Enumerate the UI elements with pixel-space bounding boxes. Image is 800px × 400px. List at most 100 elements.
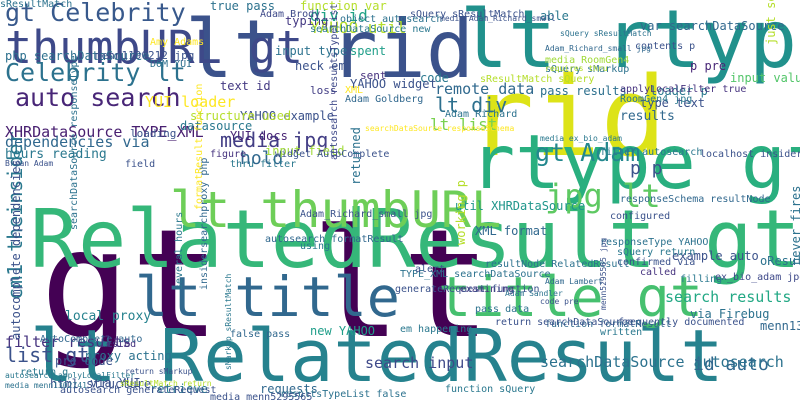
- cloud-word: new YAHOO: [310, 324, 376, 338]
- cloud-word: Adam_Richard_small jpg: [300, 209, 433, 220]
- cloud-word: YAHOO example: [240, 109, 334, 123]
- cloud-word: local proxy: [65, 309, 152, 324]
- cloud-word: proxy acting: [85, 349, 172, 363]
- cloud-word: function sQuery: [445, 384, 536, 395]
- cloud-word: input field: [265, 144, 345, 158]
- cloud-word: resultsTypeList false: [280, 389, 407, 400]
- cloud-word: sQuery sResultMatch: [560, 29, 652, 38]
- cloud-word: able: [540, 9, 569, 23]
- cloud-word: search results: [665, 288, 792, 306]
- cloud-word: menn5295565 jpg: [599, 237, 608, 310]
- cloud-word: searchDataSource new: [310, 24, 431, 35]
- cloud-word: media ex_bio_adam: [540, 134, 622, 143]
- cloud-word: p p: [630, 158, 663, 179]
- cloud-word: widget AutoComplete: [275, 149, 390, 160]
- cloud-word: results: [620, 109, 675, 124]
- cloud-word: Adam Goldberg: [345, 94, 424, 105]
- cloud-word: return searchDataSource: [495, 317, 634, 328]
- cloud-word: input type: [275, 44, 348, 58]
- cloud-word: filter autosearch: [600, 147, 703, 158]
- cloud-word: lt title: [135, 265, 400, 329]
- cloud-word: datasource: [180, 119, 253, 133]
- cloud-word: gt Adam: [535, 138, 641, 167]
- cloud-word: YAHOO widget: [350, 77, 437, 91]
- cloud-word: Adam_Richard_small jpg: [545, 44, 651, 53]
- cloud-word: sQuery sMarkup: [545, 64, 630, 75]
- cloud-word: Adam Richard: [445, 109, 518, 120]
- cloud-word: searchDataSource responseType: [69, 55, 80, 230]
- cloud-word: menn1302761 jpg: [760, 319, 800, 333]
- cloud-word: RoomGen4 jpg: [620, 94, 693, 105]
- cloud-word: html structure: [50, 377, 152, 391]
- cloud-word: media Adam_Richard_small: [440, 14, 556, 23]
- cloud-word: Bryan Adam: [5, 159, 54, 168]
- cloud-word: sResultMatch return: [120, 379, 212, 388]
- cloud-word: applyLocalFilter true: [620, 84, 747, 95]
- cloud-word: YUI docs: [230, 129, 288, 143]
- cloud-word: remote data: [435, 80, 535, 98]
- cloud-word: type text: [640, 96, 706, 110]
- cloud-word: media RoomGen4: [545, 55, 630, 66]
- cloud-word: sQuery sResultMatch: [410, 9, 525, 20]
- cloud-word: field: [125, 159, 156, 170]
- cloud-word: media menn1302741: [5, 381, 87, 390]
- cloud-word: searchDataSource responseSchema: [365, 124, 515, 133]
- cloud-word: retrieve: [150, 382, 208, 396]
- cloud-word: resultNode RelatedResult: [485, 259, 630, 270]
- cloud-word: figure: [210, 149, 247, 160]
- cloud-word: sent: [360, 69, 387, 82]
- cloud-word: return q: [20, 367, 69, 378]
- cloud-word: working p: [454, 179, 468, 245]
- cloud-word: sResultMatch: [0, 0, 73, 10]
- cloud-word: menn1190212 jpg: [95, 49, 195, 62]
- cloud-word: oResultData sQuery: [760, 254, 800, 268]
- cloud-word: heck em: [295, 59, 346, 73]
- cloud-word: via YUI: [90, 376, 141, 390]
- cloud-word: div id: [310, 6, 368, 25]
- cloud-word: function formatResult: [545, 319, 672, 330]
- cloud-word: dependencies via: [5, 133, 150, 151]
- cloud-word: em happening: [400, 324, 473, 335]
- cloud-word: hours reading: [5, 147, 107, 162]
- cloud-word: YAHOO util: [310, 18, 407, 37]
- cloud-word: never fires: [789, 185, 800, 265]
- cloud-word: searchDataSource autosearch: [540, 353, 784, 371]
- cloud-word: rid: [468, 53, 667, 181]
- cloud-word: var searchDataSource: [640, 19, 785, 33]
- cloud-word: autocomplete dependencies: [9, 159, 23, 340]
- cloud-word: code pre: [540, 297, 579, 306]
- cloud-word: text id: [220, 79, 271, 93]
- cloud-word: jpg lt: [545, 177, 661, 215]
- cloud-word: insidersearchproxy php: [199, 157, 210, 290]
- cloud-word: code: [420, 71, 449, 85]
- cloud-word: alert: [415, 264, 446, 275]
- cloud-word: autosearch applyLocalFilter: [5, 371, 136, 380]
- cloud-word: util XHRDataSource: [455, 199, 586, 213]
- cloud-word: pre code: [55, 354, 113, 368]
- cloud-word: localhost insidersearchproxy: [700, 149, 800, 160]
- cloud-word: p pre: [690, 59, 727, 73]
- cloud-word: lt rtype: [460, 0, 800, 86]
- cloud-word: XHRDataSource TYPE_XML: [5, 123, 204, 141]
- cloud-word: pass results: [540, 84, 627, 98]
- cloud-word: gt Celebrity: [5, 0, 186, 27]
- cloud-word: generateRequest function: [395, 284, 540, 295]
- cloud-word: filling: [680, 274, 723, 285]
- cloud-word: auto search: [15, 83, 181, 112]
- cloud-word: true pass: [210, 0, 276, 13]
- cloud-word: returned: [349, 127, 363, 185]
- cloud-word: example auto: [672, 249, 759, 263]
- cloud-word: written: [600, 327, 643, 338]
- cloud-word: several hours: [174, 211, 185, 290]
- cloud-word: responseSchema resultNode: [620, 194, 771, 205]
- cloud-word: pass data: [475, 304, 530, 315]
- cloud-word: autosearch generateRequest: [60, 385, 217, 396]
- cloud-word: rtype gt: [470, 118, 800, 206]
- cloud-word: media jpg: [220, 128, 329, 152]
- cloud-word: media menn5295565: [210, 392, 313, 400]
- cloud-word: XML: [345, 85, 364, 96]
- cloud-word: sResultMatch sQuery: [480, 74, 595, 85]
- cloud-word: confirmed via: [617, 257, 696, 268]
- cloud-word: typing: [285, 14, 329, 28]
